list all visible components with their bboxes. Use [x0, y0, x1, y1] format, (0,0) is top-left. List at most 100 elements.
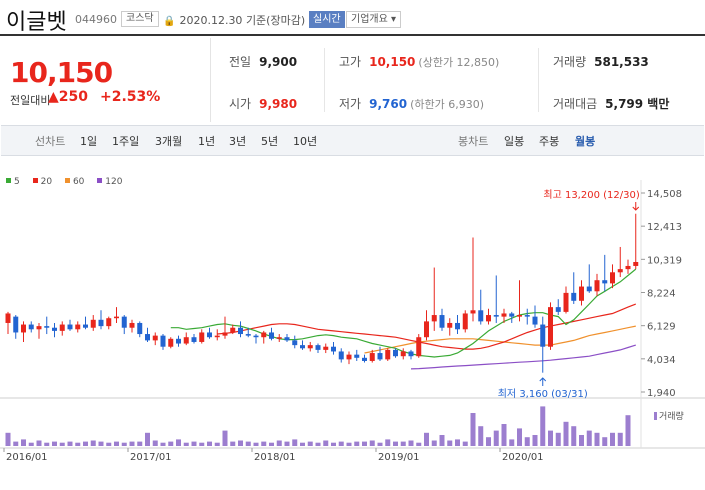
volume-bar — [292, 439, 298, 446]
volume-bar — [579, 435, 584, 446]
candle-body — [176, 338, 181, 344]
candle-body — [121, 316, 127, 328]
legend-ma20: 20 — [32, 177, 52, 187]
period-10y[interactable]: 10년 — [293, 135, 318, 148]
open-price: 시가 9,980 — [229, 95, 297, 112]
candle-body — [222, 332, 228, 336]
volume-bar — [586, 430, 592, 446]
y-tick-label: 1,940 — [647, 388, 676, 399]
volume-bar — [269, 442, 274, 446]
period-3y[interactable]: 3년 — [229, 135, 247, 148]
volume-bar — [594, 432, 600, 446]
candle-body — [106, 318, 112, 327]
volume-bar — [199, 442, 205, 446]
volume-legend-text: 거래량 — [659, 412, 684, 422]
stock-code: 044960 — [75, 13, 117, 26]
low-value: 9,760 — [369, 97, 408, 111]
candle-body — [509, 313, 515, 317]
volume-legend: 거래량 — [654, 409, 684, 422]
candle-body — [602, 280, 608, 284]
x-tick-label: 2016/01 — [6, 452, 48, 463]
max-annotation: 최고 13,200 (12/30) — [543, 189, 639, 201]
volume-label: 거래량 — [553, 55, 587, 69]
min-arrow — [539, 377, 547, 386]
upper-limit: (상한가 12,850) — [418, 56, 500, 69]
candle-weekly[interactable]: 주봉 — [539, 135, 560, 148]
candle-body — [625, 265, 631, 270]
volume-bar — [83, 441, 88, 446]
candle-body — [447, 322, 453, 328]
date: 2020.12.30 — [179, 14, 243, 27]
period-1w[interactable]: 1주일 — [112, 135, 140, 148]
legend-ma5: 5 — [6, 177, 20, 187]
x-tick-label: 2018/01 — [254, 452, 296, 463]
chart-toolbar: 선차트 1일 1주일 3개월 1년 3년 5년 10년 봉차트 일봉 주봉 월봉 — [1, 125, 704, 156]
candle-body — [540, 324, 546, 347]
volume-bar — [517, 428, 522, 446]
candle-body — [199, 332, 205, 342]
volume-bar — [168, 441, 174, 446]
volume-bar — [385, 439, 391, 446]
candle-body — [238, 327, 243, 335]
period-1d[interactable]: 1일 — [80, 135, 98, 148]
amount-value: 5,799 백만 — [605, 97, 670, 111]
candle-body — [455, 322, 460, 330]
min-annotation: 최저 3,160 (03/31) — [498, 388, 588, 400]
volume-bar — [362, 441, 367, 446]
candle-body — [129, 322, 135, 328]
candle-body — [369, 353, 375, 361]
volume-bar — [284, 441, 290, 446]
volume-bar — [315, 442, 321, 446]
change-percent: +2.53% — [100, 89, 161, 105]
candle-body — [486, 315, 491, 322]
candle-body — [331, 346, 336, 352]
volume-bar — [470, 413, 476, 446]
volume-bar — [160, 442, 166, 446]
volume-bar — [21, 439, 26, 446]
candle-body — [323, 346, 329, 350]
volume-bar — [462, 441, 468, 446]
legend-ma120: 120 — [97, 177, 122, 187]
volume-bar — [548, 430, 553, 446]
change-amount-value: 250 — [58, 89, 89, 105]
candle-body — [214, 335, 220, 338]
line-chart-label[interactable]: 선차트 — [35, 135, 66, 148]
candle-body — [67, 324, 73, 330]
ma20-line — [217, 303, 637, 350]
volume-bar — [145, 432, 150, 446]
volume-bar — [13, 441, 19, 446]
y-tick-label: 4,034 — [647, 355, 676, 366]
volume-bar — [625, 415, 631, 446]
volume-bar — [245, 441, 251, 446]
candle-monthly[interactable]: 월봉 — [575, 135, 596, 148]
candle-chart-label[interactable]: 봉차트 — [458, 135, 489, 148]
volume-bar — [501, 424, 507, 446]
company-overview-dropdown[interactable]: 기업개요 ▾ — [346, 11, 401, 28]
volume-bar — [393, 441, 398, 446]
volume-bar — [431, 440, 437, 446]
y-tick-label: 14,508 — [647, 189, 682, 200]
candle-body — [532, 316, 538, 325]
volume-bar — [230, 441, 236, 446]
volume-bar — [44, 442, 50, 446]
volume-bar — [300, 442, 305, 446]
volume-bar — [555, 432, 561, 446]
volume-bar — [563, 421, 569, 446]
candle-body — [408, 351, 414, 357]
period-1y[interactable]: 1년 — [198, 135, 216, 148]
volume-bar — [207, 441, 212, 446]
prev-close: 전일 9,900 — [229, 53, 297, 70]
date-info: 🔒 2020.12.30 기준(장마감) — [163, 12, 305, 28]
candle-daily[interactable]: 일봉 — [504, 135, 525, 148]
current-price: 10,150 — [10, 56, 113, 89]
period-3m[interactable]: 3개월 — [155, 135, 183, 148]
trade-amount: 거래대금 5,799 백만 — [553, 95, 669, 112]
low-label: 저가 — [339, 97, 362, 111]
period-5y[interactable]: 5년 — [261, 135, 279, 148]
change-amount: ▲250 — [48, 89, 88, 105]
volume-bar — [214, 442, 220, 446]
volume-bar — [346, 442, 352, 446]
stock-chart[interactable]: 14,508 12,413 10,319 8,224 6,129 4,034 1,940 20… — [0, 180, 705, 490]
candle-body — [44, 326, 50, 328]
realtime-button[interactable]: 실시간 — [309, 11, 345, 28]
